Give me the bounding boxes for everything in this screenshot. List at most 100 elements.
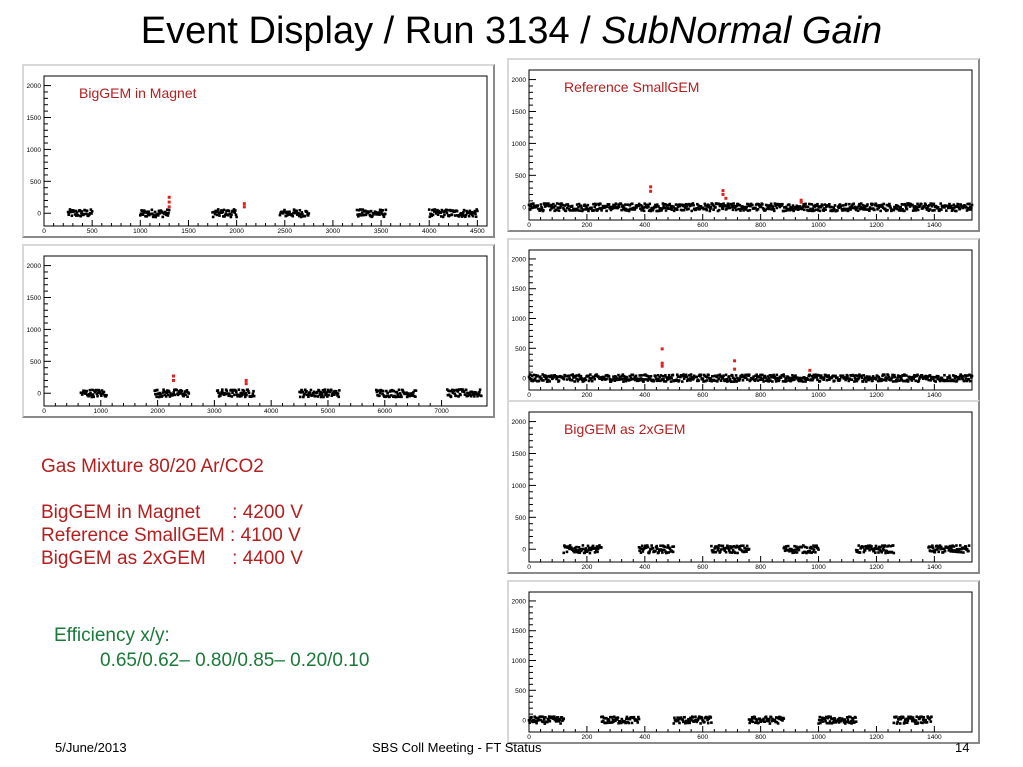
data-point — [928, 203, 931, 207]
data-point — [916, 721, 920, 725]
data-point — [588, 551, 592, 555]
data-point — [558, 718, 562, 722]
data-point — [848, 377, 852, 381]
data-point — [538, 375, 542, 378]
data-point — [298, 395, 302, 399]
data-point — [555, 202, 559, 205]
data-point — [891, 380, 895, 383]
data-point — [240, 393, 244, 396]
data-point — [532, 718, 536, 722]
data-point — [876, 547, 880, 551]
data-point — [707, 373, 710, 377]
data-point — [867, 378, 871, 382]
data-point — [723, 549, 727, 553]
data-point — [854, 716, 857, 719]
data-point — [547, 715, 551, 718]
data-point — [162, 388, 165, 391]
data-point — [762, 380, 765, 383]
data-point — [916, 202, 919, 206]
data-point — [617, 205, 621, 209]
data-point — [140, 209, 144, 213]
data-point — [756, 207, 760, 211]
data-point — [547, 378, 550, 382]
data-point — [890, 550, 894, 554]
data-point — [453, 214, 457, 217]
data-point — [964, 545, 968, 549]
data-point — [575, 203, 579, 206]
data-point — [315, 390, 319, 394]
data-point — [91, 388, 94, 392]
hit-point — [244, 382, 248, 386]
data-point — [668, 202, 672, 206]
data-point — [596, 547, 600, 551]
data-point — [838, 203, 842, 206]
data-point — [628, 717, 632, 721]
data-point — [691, 716, 695, 719]
data-point — [782, 373, 785, 376]
data-point — [613, 206, 617, 210]
data-point — [895, 207, 899, 211]
data-point — [542, 379, 545, 382]
data-point — [641, 550, 645, 553]
data-point — [813, 209, 816, 212]
data-point — [216, 389, 220, 392]
data-point — [537, 718, 541, 722]
data-point — [710, 721, 713, 724]
data-point — [528, 721, 531, 725]
data-point — [634, 374, 638, 378]
data-point — [790, 376, 794, 380]
data-point — [527, 375, 531, 379]
data-point — [439, 215, 443, 218]
data-point — [685, 375, 688, 379]
data-point — [969, 208, 973, 211]
data-point — [464, 215, 467, 219]
data-point — [882, 549, 885, 552]
data-point — [839, 204, 843, 208]
data-point — [68, 208, 72, 211]
data-point — [744, 208, 748, 211]
data-point — [589, 548, 593, 552]
plot-biggem-2xgem: 0 500 1000 1500 2000 0 200 400 600 800 1000 1200 140… — [512, 411, 973, 571]
data-point — [657, 209, 661, 213]
data-point — [815, 544, 818, 548]
data-point — [816, 546, 820, 550]
x-tick-label: 0 — [42, 228, 46, 235]
data-point — [694, 715, 697, 719]
x-tick-label: 800 — [755, 392, 766, 399]
data-point — [655, 544, 659, 548]
data-point — [414, 389, 418, 392]
data-point — [364, 209, 367, 213]
data-point — [449, 209, 453, 213]
data-point — [879, 209, 882, 213]
data-point — [78, 209, 82, 212]
data-point — [817, 374, 821, 377]
data-point — [948, 376, 952, 380]
data-point — [845, 207, 849, 211]
data-point — [727, 549, 731, 552]
x-tick-label: 1400 — [927, 222, 942, 229]
data-point — [811, 209, 814, 213]
data-point — [607, 203, 611, 206]
data-point — [454, 394, 458, 398]
data-point — [367, 210, 371, 214]
data-point — [824, 208, 827, 211]
data-point — [883, 373, 886, 376]
data-point — [597, 203, 601, 207]
data-point — [864, 380, 868, 383]
data-point — [959, 550, 963, 554]
data-point — [862, 374, 866, 377]
data-point — [587, 548, 590, 552]
data-point — [906, 203, 910, 207]
plot-biggem-magnet: 0 500 1000 1500 2000 0 500 1000 1500 2000 2500 3000… — [27, 75, 488, 235]
data-point — [889, 378, 892, 382]
data-point — [100, 389, 104, 392]
data-point — [232, 209, 235, 213]
data-point — [682, 203, 685, 207]
data-point — [881, 544, 884, 547]
data-point — [612, 203, 615, 207]
data-point — [742, 209, 745, 212]
data-point — [647, 375, 650, 378]
data-point — [617, 373, 620, 377]
data-point — [689, 373, 693, 376]
data-point — [356, 213, 359, 216]
